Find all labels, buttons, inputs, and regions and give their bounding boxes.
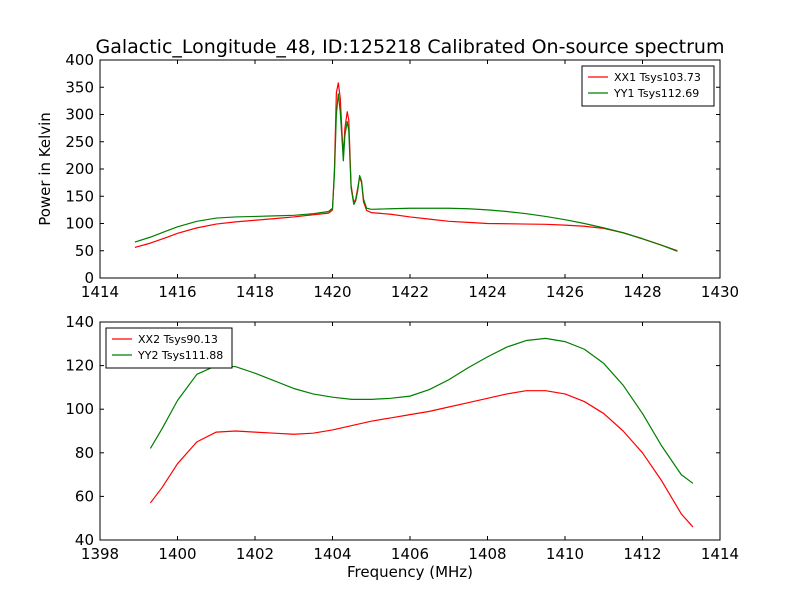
x-tick-label: 1418 bbox=[236, 283, 274, 301]
y-tick-label: 100 bbox=[65, 215, 94, 233]
legend-box bbox=[581, 65, 715, 107]
y-tick-label: 350 bbox=[65, 78, 94, 96]
x-tick-label: 1430 bbox=[701, 283, 739, 301]
legend-label: XX1 Tsys103.73 bbox=[614, 71, 701, 84]
y-tick-label: 60 bbox=[75, 487, 94, 505]
x-tick-label: 1422 bbox=[391, 283, 429, 301]
legend-label: YY1 Tsys112.69 bbox=[613, 87, 699, 100]
y-tick-label: 200 bbox=[65, 160, 94, 178]
legend-label: YY2 Tsys111.88 bbox=[137, 349, 223, 362]
y-tick-label: 300 bbox=[65, 106, 94, 124]
x-tick-label: 1400 bbox=[158, 545, 196, 563]
y-tick-label: 250 bbox=[65, 133, 94, 151]
y-axis-label: Power in Kelvin bbox=[36, 112, 54, 226]
x-tick-label: 1402 bbox=[236, 545, 274, 563]
x-tick-label: 1416 bbox=[158, 283, 196, 301]
bottom-plot: 1398 1400 1402 1404 1406 1408 1410 1412 1414 40 60… bbox=[65, 313, 739, 581]
legend-box bbox=[105, 327, 233, 369]
top-plot: 1414 1416 1418 1420 1422 1424 1426 1428 1430 0 50 1… bbox=[36, 51, 739, 301]
x-tick-label: 1406 bbox=[391, 545, 429, 563]
x-axis-label: Frequency (MHz) bbox=[347, 563, 473, 581]
x-tick-label: 1428 bbox=[623, 283, 661, 301]
x-tick-label: 1414 bbox=[701, 545, 739, 563]
x-tick-label: 1412 bbox=[623, 545, 661, 563]
y-tick-label: 50 bbox=[75, 242, 94, 260]
x-tick-label: 1408 bbox=[468, 545, 506, 563]
x-tick-label: 1410 bbox=[546, 545, 584, 563]
legend-label: XX2 Tsys90.13 bbox=[138, 333, 218, 346]
x-tick-label: 1424 bbox=[468, 283, 506, 301]
legend: XX2 Tsys90.13 YY2 Tsys111.88 bbox=[105, 327, 233, 369]
x-tick-label: 1398 bbox=[81, 545, 119, 563]
series-line-2 bbox=[134, 93, 678, 252]
legend: XX1 Tsys103.73 YY1 Tsys112.69 bbox=[581, 65, 715, 107]
y-tick-label: 150 bbox=[65, 187, 94, 205]
y-tick-label: 400 bbox=[65, 51, 94, 69]
y-tick-label: 140 bbox=[65, 313, 94, 331]
series-line-1 bbox=[149, 390, 694, 528]
x-tick-label: 1426 bbox=[546, 283, 584, 301]
y-tick-label: 80 bbox=[75, 444, 94, 462]
y-tick-label: 100 bbox=[65, 400, 94, 418]
y-tick-label: 0 bbox=[84, 269, 94, 287]
y-tick-label: 120 bbox=[65, 357, 94, 375]
y-tick-label: 40 bbox=[75, 531, 94, 549]
chart-title: Galactic_Longitude_48, ID:125218 Calibra… bbox=[96, 36, 725, 58]
x-tick-label: 1414 bbox=[81, 283, 119, 301]
x-tick-label: 1420 bbox=[313, 283, 351, 301]
x-tick-label: 1404 bbox=[313, 545, 351, 563]
